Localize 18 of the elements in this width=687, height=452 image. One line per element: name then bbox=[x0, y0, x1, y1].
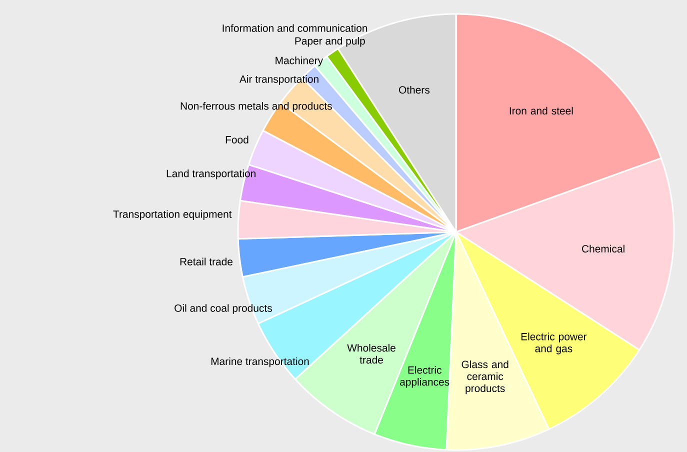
slice-label: Transportation equipment bbox=[113, 210, 232, 220]
slice-label: Electric appliances bbox=[400, 366, 450, 388]
slice-label: Others bbox=[399, 86, 430, 94]
slice-label: Retail trade bbox=[180, 258, 233, 266]
slice-label: Food bbox=[226, 136, 248, 144]
slice-label: Marine transportation bbox=[211, 357, 309, 368]
slice-label: Chemical bbox=[582, 244, 624, 253]
slice-label: Air transportation bbox=[239, 75, 318, 85]
slice-label: Glass and ceramic products bbox=[462, 360, 508, 394]
slice-label: Machinery bbox=[276, 56, 324, 66]
slice-label: Paper and pulp bbox=[295, 36, 365, 47]
slice-label: Land transportation bbox=[166, 170, 256, 180]
slice-label: Non-ferrous metals and products bbox=[180, 102, 332, 112]
slice-label: Oil and coal products bbox=[174, 304, 272, 314]
slice-label: Electric power and gas bbox=[521, 332, 587, 354]
slice-label: Iron and steel bbox=[510, 106, 573, 115]
slice-label: Wholesale trade bbox=[347, 344, 396, 364]
slice-label: Information and communication bbox=[222, 24, 368, 32]
